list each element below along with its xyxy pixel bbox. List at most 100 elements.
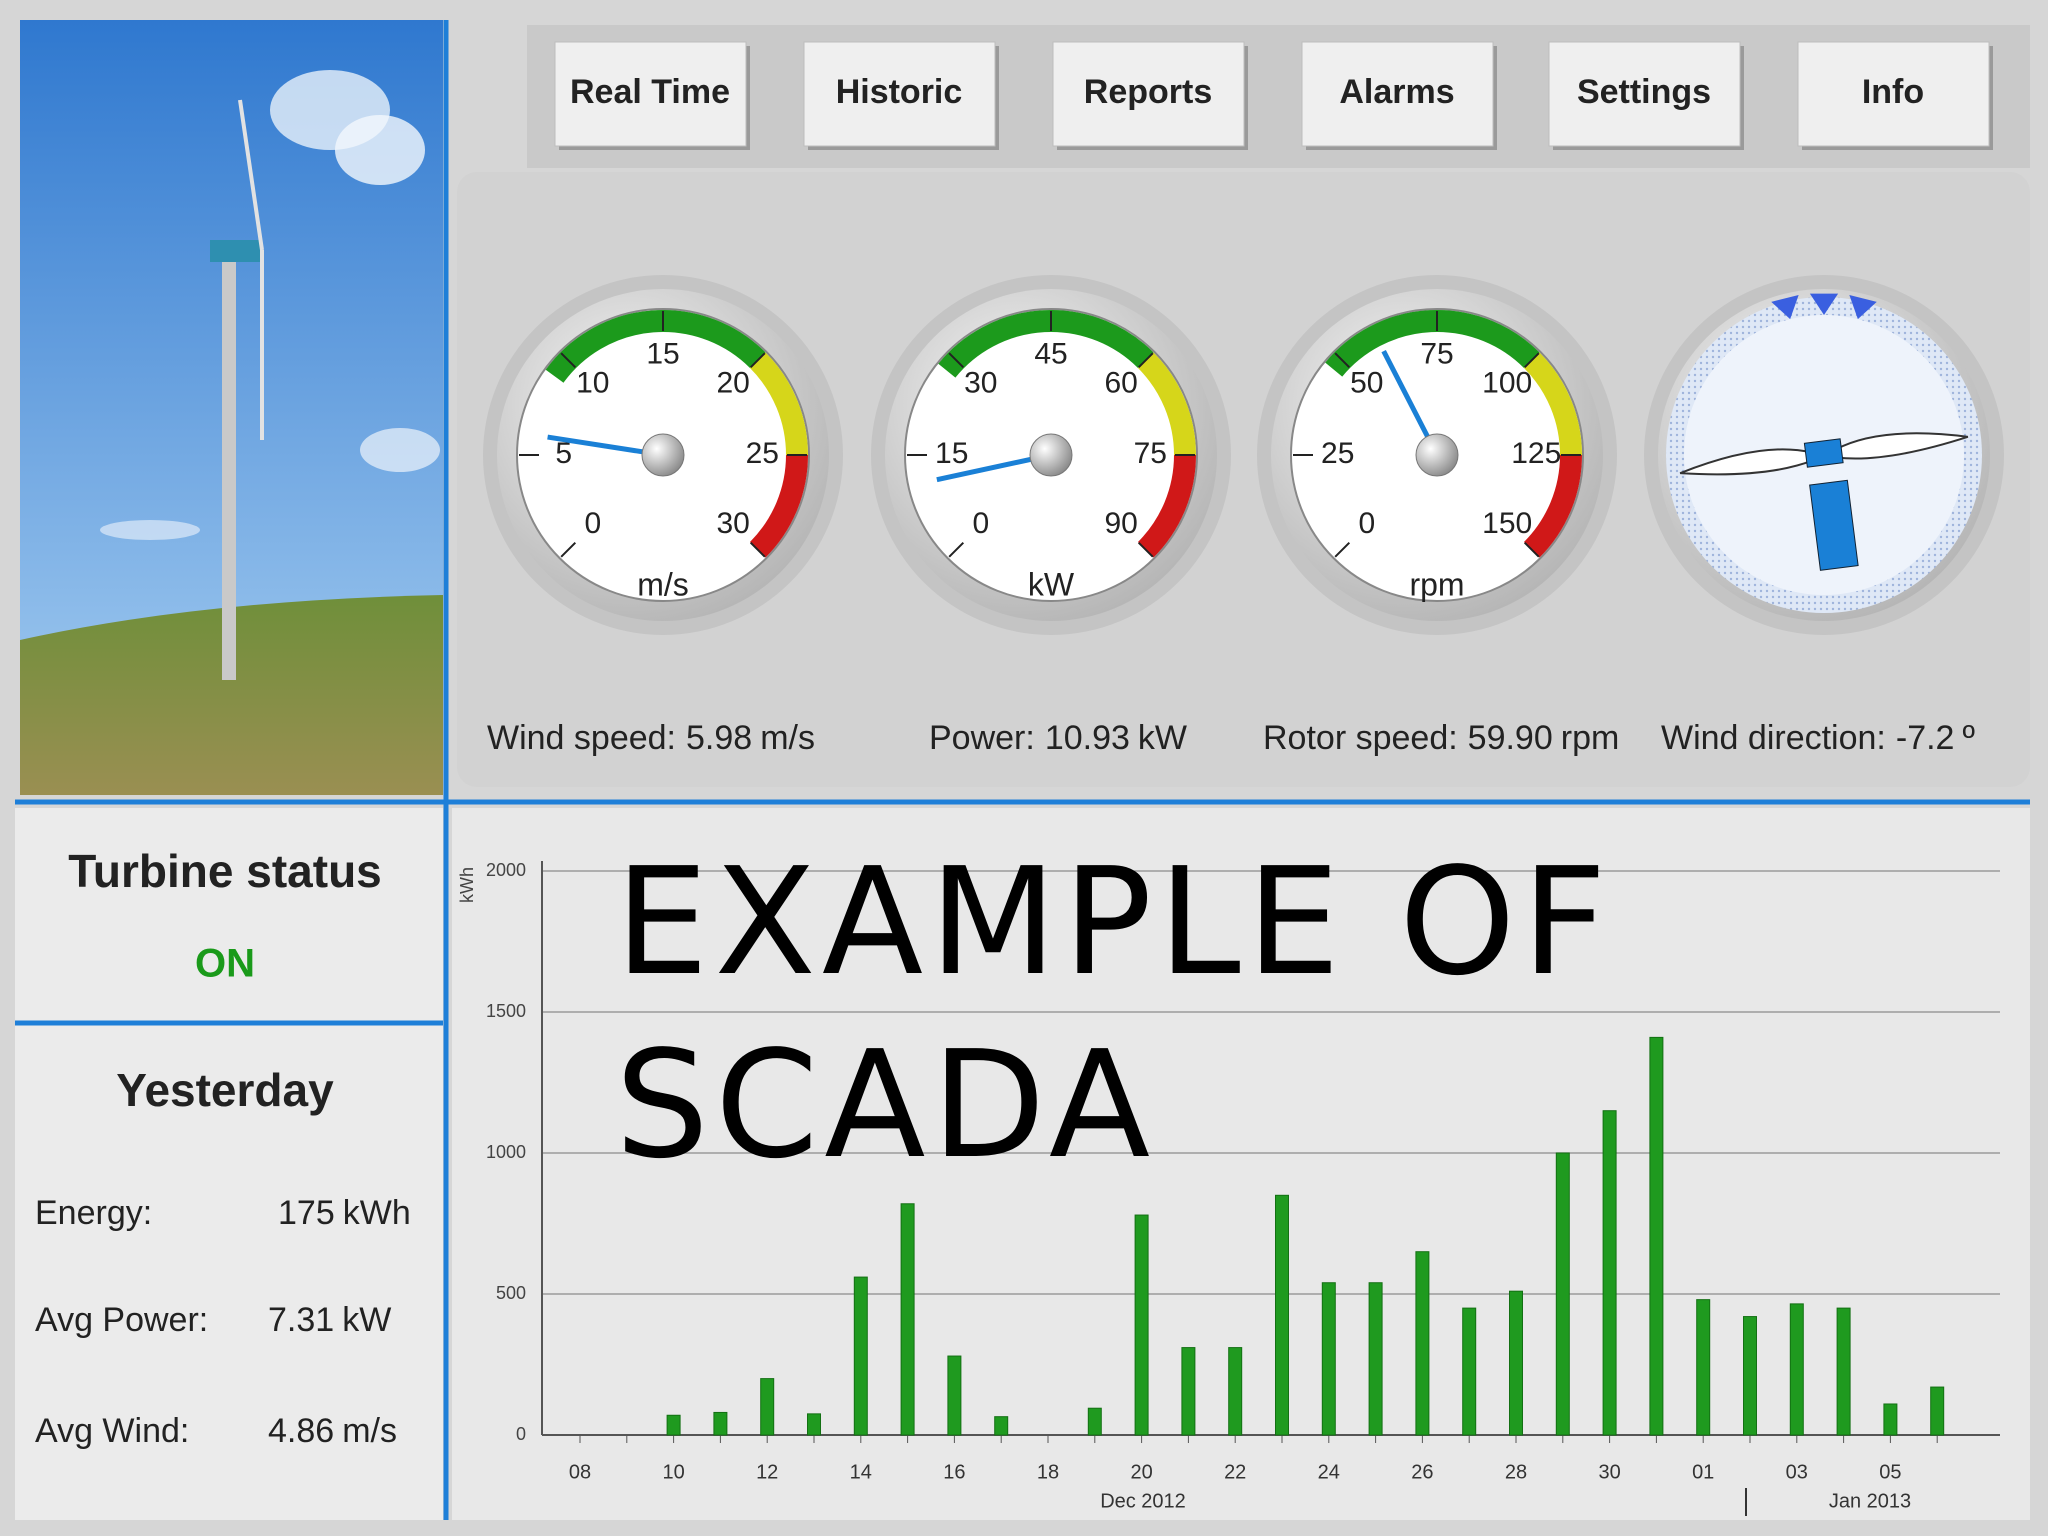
- readout: Wind speed: 5.98 m/s: [487, 719, 815, 757]
- overlay-line: SCADA: [615, 1019, 1156, 1191]
- row-label: Avg Power:: [35, 1301, 208, 1339]
- nav-label: Info: [1862, 73, 1924, 111]
- readout-value: 10.93: [1045, 719, 1130, 757]
- row-unit: kWh: [343, 1194, 411, 1232]
- readout: Wind direction: -7.2 º: [1661, 719, 1975, 757]
- bar: [1321, 1282, 1336, 1436]
- turbine-photo: [20, 20, 443, 795]
- readout-unit: º: [1962, 719, 1974, 757]
- nav-button[interactable]: Info: [1797, 41, 1993, 150]
- bar: [1275, 1194, 1289, 1436]
- y-tick-label: 1500: [486, 1001, 526, 1021]
- nav-button[interactable]: Reports: [1052, 41, 1248, 150]
- nav-button[interactable]: Alarms: [1301, 41, 1497, 150]
- gauge-zone: [1137, 352, 1196, 456]
- x-tick-label: 18: [1037, 1461, 1059, 1483]
- gauge-tick-label: 45: [1034, 338, 1067, 371]
- gauge-tick-label: 125: [1511, 437, 1561, 470]
- row-value: 7.31 kW: [268, 1301, 391, 1339]
- row-value: 4.86 m/s: [268, 1412, 397, 1450]
- gauge-tick-label: 15: [935, 437, 968, 470]
- readout: Rotor speed: 59.90 rpm: [1263, 719, 1619, 757]
- x-tick-label: 03: [1786, 1461, 1808, 1483]
- x-tick-label: 20: [1130, 1461, 1152, 1483]
- gauge-tick: [1523, 352, 1540, 369]
- bar: [1696, 1299, 1711, 1436]
- nacelle: [1803, 438, 1844, 468]
- nav-label: Settings: [1577, 73, 1711, 111]
- readout: Power: 10.93 kW: [929, 719, 1187, 757]
- gauge-tick-label: 30: [717, 507, 750, 540]
- bar: [1789, 1303, 1804, 1436]
- gauge-tick-label: 0: [1358, 507, 1375, 540]
- x-tick-label: 01: [1692, 1461, 1714, 1483]
- row-label: Avg Wind:: [35, 1412, 189, 1450]
- gauge-tick: [1137, 541, 1154, 558]
- gauge-hub: [641, 433, 685, 477]
- y-tick-label: 0: [516, 1424, 526, 1444]
- bar: [1228, 1347, 1243, 1436]
- gauge-tick: [749, 352, 766, 369]
- compass-marker: [1809, 293, 1839, 315]
- nav-bar: [527, 25, 2030, 168]
- button-face: [554, 41, 747, 147]
- gauge-zone: [749, 352, 808, 456]
- bar: [1134, 1214, 1149, 1436]
- x-tick-label: 08: [569, 1461, 591, 1483]
- readout-label: Wind speed:: [487, 719, 676, 757]
- bar: [1415, 1251, 1430, 1436]
- readout-value: -7.2: [1896, 719, 1955, 757]
- readout-label: Power:: [929, 719, 1035, 757]
- bar: [1181, 1347, 1196, 1436]
- gauge-tick-label: 0: [972, 507, 989, 540]
- gauge-tick-label: 15: [646, 338, 679, 371]
- gauge-zone: [749, 454, 808, 558]
- status-panel: [15, 808, 443, 1520]
- bar: [994, 1416, 1009, 1436]
- gauge-tick: [1334, 541, 1351, 558]
- gauge-tick-label: 150: [1482, 507, 1532, 540]
- row-label: Energy:: [35, 1194, 152, 1232]
- gauge-tick-label: 10: [576, 367, 609, 400]
- button-face: [1548, 41, 1741, 147]
- tower: [1809, 479, 1859, 571]
- y-tick-label: 2000: [486, 860, 526, 880]
- bar: [807, 1413, 821, 1436]
- gauge-zone: [1523, 352, 1582, 456]
- y-tick-label: 1000: [486, 1142, 526, 1162]
- gauge-tick: [948, 352, 965, 369]
- nav-button[interactable]: Historic: [803, 41, 999, 150]
- nav-label: Real Time: [570, 73, 730, 111]
- gauge: 0 25 50 75 100 125 150 rpm: [1257, 275, 1617, 635]
- nav-button[interactable]: Real Time: [554, 41, 750, 150]
- bar: [1836, 1307, 1851, 1436]
- readout-unit: rpm: [1561, 719, 1620, 757]
- x-tick-label: 05: [1879, 1461, 1901, 1483]
- gauge-tick: [948, 541, 965, 558]
- gauge-tick: [1137, 352, 1154, 369]
- gauge: 0 5 10 15 20 25 30 m/s: [483, 275, 843, 635]
- row-number: 175: [278, 1194, 335, 1232]
- bar: [900, 1203, 915, 1436]
- nav-button[interactable]: Settings: [1548, 41, 1744, 150]
- gauge-tick-label: 90: [1105, 507, 1138, 540]
- y-tick-label: 500: [496, 1283, 526, 1303]
- bar: [1087, 1407, 1102, 1436]
- readout-unit: m/s: [760, 719, 815, 757]
- gauge-unit: m/s: [637, 566, 689, 602]
- gauge-tick-label: 60: [1105, 367, 1138, 400]
- gauge-zone: [938, 310, 1154, 378]
- gauge-zone: [1137, 454, 1196, 558]
- gauge-tick-label: 100: [1482, 367, 1532, 400]
- gauge-zone: [1325, 310, 1540, 377]
- gauge: 0 15 30 45 60 75 90 kW: [871, 275, 1231, 635]
- nav-label: Reports: [1084, 73, 1212, 111]
- x-tick-label: 24: [1318, 1461, 1340, 1483]
- row-unit: m/s: [342, 1412, 397, 1450]
- gauge-tick-label: 25: [1321, 437, 1354, 470]
- status-value: ON: [195, 942, 255, 986]
- x-tick-label: 12: [756, 1461, 778, 1483]
- row-number: 7.31: [268, 1301, 334, 1339]
- bar: [713, 1411, 728, 1436]
